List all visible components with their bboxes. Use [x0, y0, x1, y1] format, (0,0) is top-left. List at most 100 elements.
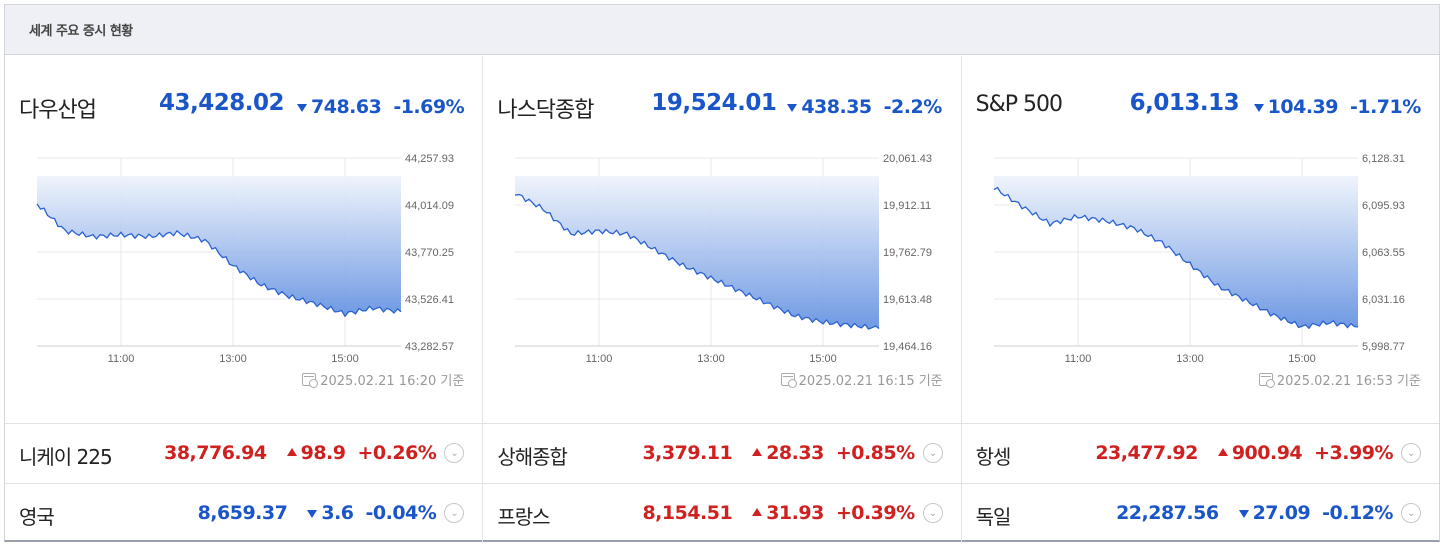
index-name: 독일: [975, 505, 1012, 529]
y-tick-label: 44,257.93: [405, 153, 454, 165]
change-amount: 98.9: [300, 442, 346, 464]
index-name: S&P 500: [975, 92, 1063, 117]
timestamp-text: 2025.02.21 16:15 기준: [798, 374, 943, 389]
change-percent: -2.2%: [883, 96, 943, 118]
clock-calendar-icon: [1258, 373, 1275, 388]
chevron-down-icon[interactable]: ⌄: [1400, 443, 1421, 463]
change-percent: -1.69%: [393, 96, 465, 118]
chevron-down-icon[interactable]: ⌄: [1400, 503, 1421, 523]
index-cell-uk[interactable]: 영국 8,659.37 3.6 -0.04% ⌄: [5, 484, 484, 543]
x-tick-label: 11:00: [586, 353, 613, 365]
index-name: 항셍: [975, 445, 1012, 469]
intraday-chart[interactable]: 44,257.93 44,014.09 43,770.25 43,526.41 43,2…: [5, 146, 484, 371]
y-tick-label: 20,061.43: [883, 153, 932, 165]
index-change: 3.6: [307, 502, 354, 524]
change-amount: 28.33: [766, 442, 824, 464]
up-arrow-icon: [752, 448, 763, 456]
change-percent: +0.26%: [357, 442, 437, 464]
timestamp-text: 2025.02.21 16:20 기준: [320, 374, 465, 389]
change-percent: -1.71%: [1349, 96, 1421, 118]
y-tick-label: 6,128.31: [1362, 153, 1405, 165]
index-cell-shanghai[interactable]: 상해종합 3,379.11 28.33 +0.85% ⌄: [483, 424, 962, 483]
index-data: 38,776.94 98.9 +0.26% ⌄: [164, 442, 465, 464]
chevron-down-icon[interactable]: ⌄: [922, 503, 943, 523]
change-amount: 31.93: [766, 502, 824, 524]
index-panel-nasdaq[interactable]: 나스닥종합 19,524.01 438.35 -2.2% 20,061.43 19…: [483, 56, 962, 423]
change-amount: 3.6: [321, 502, 354, 524]
index-value: 6,013.13: [1129, 90, 1240, 116]
change-amount: 900.94: [1231, 442, 1303, 464]
series-area: [37, 176, 401, 317]
index-name: 다우산업: [19, 98, 97, 123]
index-value: 8,154.51: [642, 502, 733, 524]
x-tick-label: 11:00: [108, 353, 135, 365]
change-percent: +0.39%: [835, 502, 915, 524]
index-cell-france[interactable]: 프랑스 8,154.51 31.93 +0.39% ⌄: [483, 484, 962, 543]
intraday-chart[interactable]: 6,128.31 6,095.93 6,063.55 6,031.16 5,998.77…: [962, 146, 1440, 371]
indices-row-asia: 니케이 225 38,776.94 98.9 +0.26% ⌄ 상해종합 3,3…: [5, 423, 1439, 483]
index-cell-nikkei[interactable]: 니케이 225 38,776.94 98.9 +0.26% ⌄: [5, 424, 484, 483]
up-arrow-icon: [752, 508, 763, 516]
down-arrow-icon: [1238, 510, 1249, 518]
change-amount: 27.09: [1252, 502, 1311, 524]
timestamp: 2025.02.21 16:53 기준: [1258, 370, 1421, 389]
y-tick-label: 43,770.25: [405, 247, 454, 259]
down-arrow-icon: [307, 510, 318, 518]
x-tick-label: 11:00: [1064, 353, 1091, 365]
y-tick-label: 6,095.93: [1362, 200, 1405, 212]
series-area: [993, 176, 1358, 329]
index-value: 23,477.92: [1095, 442, 1198, 464]
change-amount: 748.63: [311, 96, 382, 118]
chevron-down-icon[interactable]: ⌄: [444, 503, 465, 523]
y-tick-label: 19,912.11: [883, 200, 931, 212]
timestamp: 2025.02.21 16:20 기준: [302, 370, 464, 389]
index-value: 8,659.37: [197, 502, 288, 524]
change-percent: +0.85%: [835, 442, 915, 464]
chevron-down-icon[interactable]: ⌄: [444, 443, 465, 463]
chevron-down-icon[interactable]: ⌄: [922, 443, 943, 463]
clock-calendar-icon: [302, 373, 319, 388]
up-arrow-icon: [1217, 448, 1228, 456]
index-change: 27.09: [1238, 502, 1311, 524]
y-tick-label: 19,464.16: [883, 341, 932, 353]
index-data: 3,379.11 28.33 +0.85% ⌄: [642, 442, 943, 464]
index-value: 22,287.56: [1116, 502, 1219, 524]
timestamp-text: 2025.02.21 16:53 기준: [1276, 374, 1421, 389]
main-indices: 다우산업 43,428.02 748.63 -1.69% 44,257.93 44…: [5, 56, 1439, 423]
y-tick-label: 43,282.57: [405, 341, 454, 353]
change-amount: 104.39: [1267, 96, 1339, 118]
down-arrow-icon: [297, 104, 307, 112]
index-value: 19,524.01: [651, 90, 777, 116]
index-panel-sp500[interactable]: S&P 500 6,013.13 104.39 -1.71% 6,128.31 6…: [962, 56, 1439, 423]
index-change: 748.63 -1.69%: [297, 96, 465, 118]
down-arrow-icon: [787, 104, 798, 112]
index-data: 23,477.92 900.94 +3.99% ⌄: [1095, 442, 1421, 464]
index-name: 니케이 225: [19, 445, 113, 469]
change-percent: -0.04%: [365, 502, 437, 524]
index-cell-germany[interactable]: 독일 22,287.56 27.09 -0.12% ⌄: [962, 484, 1439, 543]
x-tick-label: 13:00: [219, 353, 247, 365]
index-value: 38,776.94: [164, 442, 267, 464]
indices-row-europe: 영국 8,659.37 3.6 -0.04% ⌄ 프랑스 8,154.51 31…: [5, 483, 1439, 543]
change-percent: +3.99%: [1314, 442, 1393, 464]
index-change: 31.93: [752, 502, 824, 524]
index-value: 43,428.02: [159, 90, 285, 116]
x-tick-label: 15:00: [331, 353, 359, 365]
index-change: 98.9: [286, 442, 346, 464]
y-tick-label: 6,031.16: [1362, 294, 1405, 306]
index-change: 438.35 -2.2%: [787, 96, 943, 118]
index-data: 22,287.56 27.09 -0.12% ⌄: [1116, 502, 1421, 524]
up-arrow-icon: [286, 448, 297, 456]
intraday-chart[interactable]: 20,061.43 19,912.11 19,762.79 19,613.48 19,4…: [483, 146, 962, 371]
index-name: 프랑스: [497, 505, 550, 529]
index-cell-hangseng[interactable]: 항셍 23,477.92 900.94 +3.99% ⌄: [962, 424, 1439, 483]
x-tick-label: 15:00: [1288, 353, 1316, 365]
index-panel-dow[interactable]: 다우산업 43,428.02 748.63 -1.69% 44,257.93 44…: [5, 56, 484, 423]
index-change: 104.39 -1.71%: [1253, 96, 1421, 118]
x-tick-label: 15:00: [810, 353, 838, 365]
index-name: 나스닥종합: [497, 98, 594, 123]
widget-header: 세계 주요 증시 현황: [5, 5, 1439, 55]
series-line: [36, 203, 402, 318]
y-tick-label: 19,613.48: [883, 294, 932, 306]
y-tick-label: 43,526.41: [405, 294, 454, 306]
